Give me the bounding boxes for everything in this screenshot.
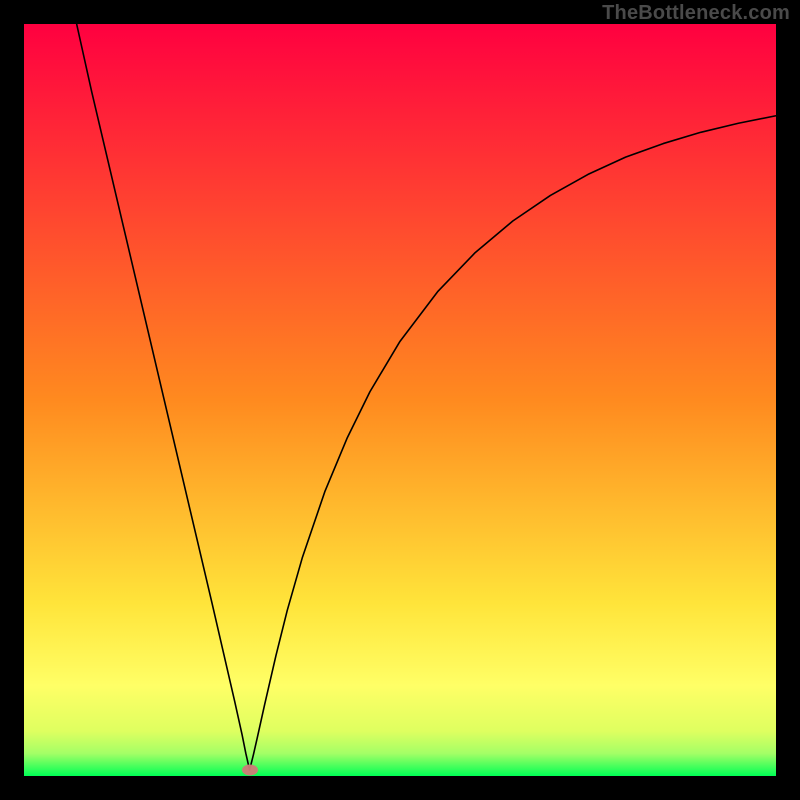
minimum-marker <box>242 764 258 775</box>
chart-container: TheBottleneck.com <box>0 0 800 800</box>
bottleneck-curve <box>77 24 776 770</box>
watermark-text: TheBottleneck.com <box>602 2 790 25</box>
curve-layer <box>0 0 800 800</box>
